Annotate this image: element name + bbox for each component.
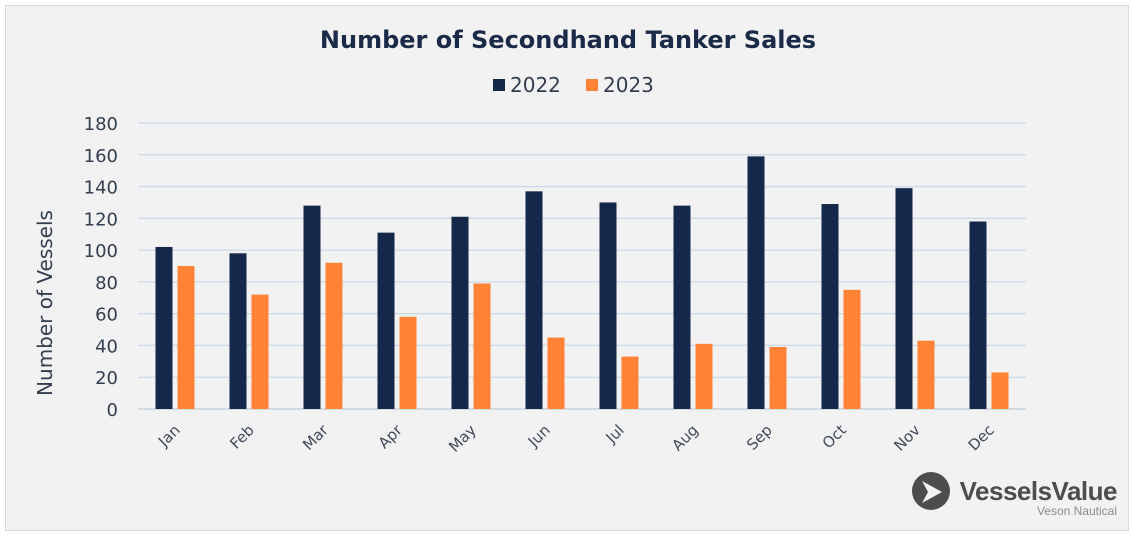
chart-title: Number of Secondhand Tanker Sales <box>320 26 816 54</box>
bar-2022-feb <box>229 253 247 409</box>
bar-2022-may <box>451 216 469 409</box>
bar-2022-oct <box>821 204 839 409</box>
x-tick-label: Jan <box>154 421 184 451</box>
y-tick-label: 100 <box>84 241 118 262</box>
x-axis-ticks: Jan Feb Mar Apr May Jun Jul Aug Sep Oct Nov Dec <box>154 421 998 456</box>
y-tick-label: 140 <box>84 178 118 199</box>
bar-2022-apr <box>377 232 395 409</box>
bar-2023-mar <box>325 262 343 409</box>
bar-2022-dec <box>969 221 987 409</box>
bar-2023-apr <box>399 316 417 409</box>
y-tick-label: 180 <box>84 114 118 135</box>
x-tick-label: Nov <box>890 421 924 455</box>
vesselsvalue-logo-icon <box>912 472 950 510</box>
bar-chart: Number of Secondhand Tanker Sales 2022 2… <box>33 26 1118 518</box>
gridlines <box>138 122 1026 410</box>
y-tick-label: 40 <box>95 336 118 357</box>
y-tick-label: 0 <box>107 400 118 421</box>
y-tick-label: 120 <box>84 209 118 230</box>
legend-label-2023: 2023 <box>603 73 654 97</box>
bar-2023-aug <box>695 343 713 409</box>
bar-2022-jan <box>155 246 173 409</box>
brand-name: VesselsValue <box>960 476 1117 506</box>
bars <box>155 156 1009 409</box>
x-tick-label: Sep <box>743 421 776 454</box>
x-tick-label: Dec <box>965 421 998 454</box>
x-tick-label: Oct <box>819 421 850 452</box>
x-tick-label: Feb <box>226 421 258 453</box>
x-tick-label: May <box>445 421 480 456</box>
bar-2022-sep <box>747 156 765 409</box>
y-axis-label: Number of Vessels <box>33 210 57 396</box>
x-tick-label: Apr <box>375 421 407 453</box>
bar-2023-jan <box>177 266 195 409</box>
x-tick-label: Aug <box>668 421 701 454</box>
y-axis-ticks: 0 20 40 60 80 100 120 140 160 180 <box>84 114 118 421</box>
y-tick-label: 60 <box>95 305 118 326</box>
bar-2023-oct <box>843 289 861 409</box>
bar-2022-nov <box>895 188 913 409</box>
bar-2023-may <box>473 283 491 409</box>
bar-2022-aug <box>673 205 691 409</box>
brand-tagline: Veson Nautical <box>1037 504 1117 518</box>
bar-2023-dec <box>991 372 1009 409</box>
x-tick-label: Jun <box>524 421 554 451</box>
bar-2023-sep <box>769 347 787 409</box>
y-tick-label: 80 <box>95 273 118 294</box>
bar-2023-jun <box>547 337 565 409</box>
legend-swatch-2023 <box>586 79 598 91</box>
legend-swatch-2022 <box>493 79 505 91</box>
bar-2022-jul <box>599 202 617 409</box>
bar-2023-jul <box>621 356 639 409</box>
x-tick-label: Mar <box>299 421 332 454</box>
bar-2023-feb <box>251 294 269 409</box>
chart-frame: Number of Secondhand Tanker Sales 2022 2… <box>5 5 1129 531</box>
y-tick-label: 160 <box>84 146 118 167</box>
x-tick-label: Jul <box>602 421 628 447</box>
bar-2023-nov <box>917 340 935 409</box>
bar-2022-jun <box>525 191 543 409</box>
legend: 2022 2023 <box>493 73 654 97</box>
y-tick-label: 20 <box>95 368 118 389</box>
legend-label-2022: 2022 <box>510 73 561 97</box>
bar-2022-mar <box>303 205 321 409</box>
